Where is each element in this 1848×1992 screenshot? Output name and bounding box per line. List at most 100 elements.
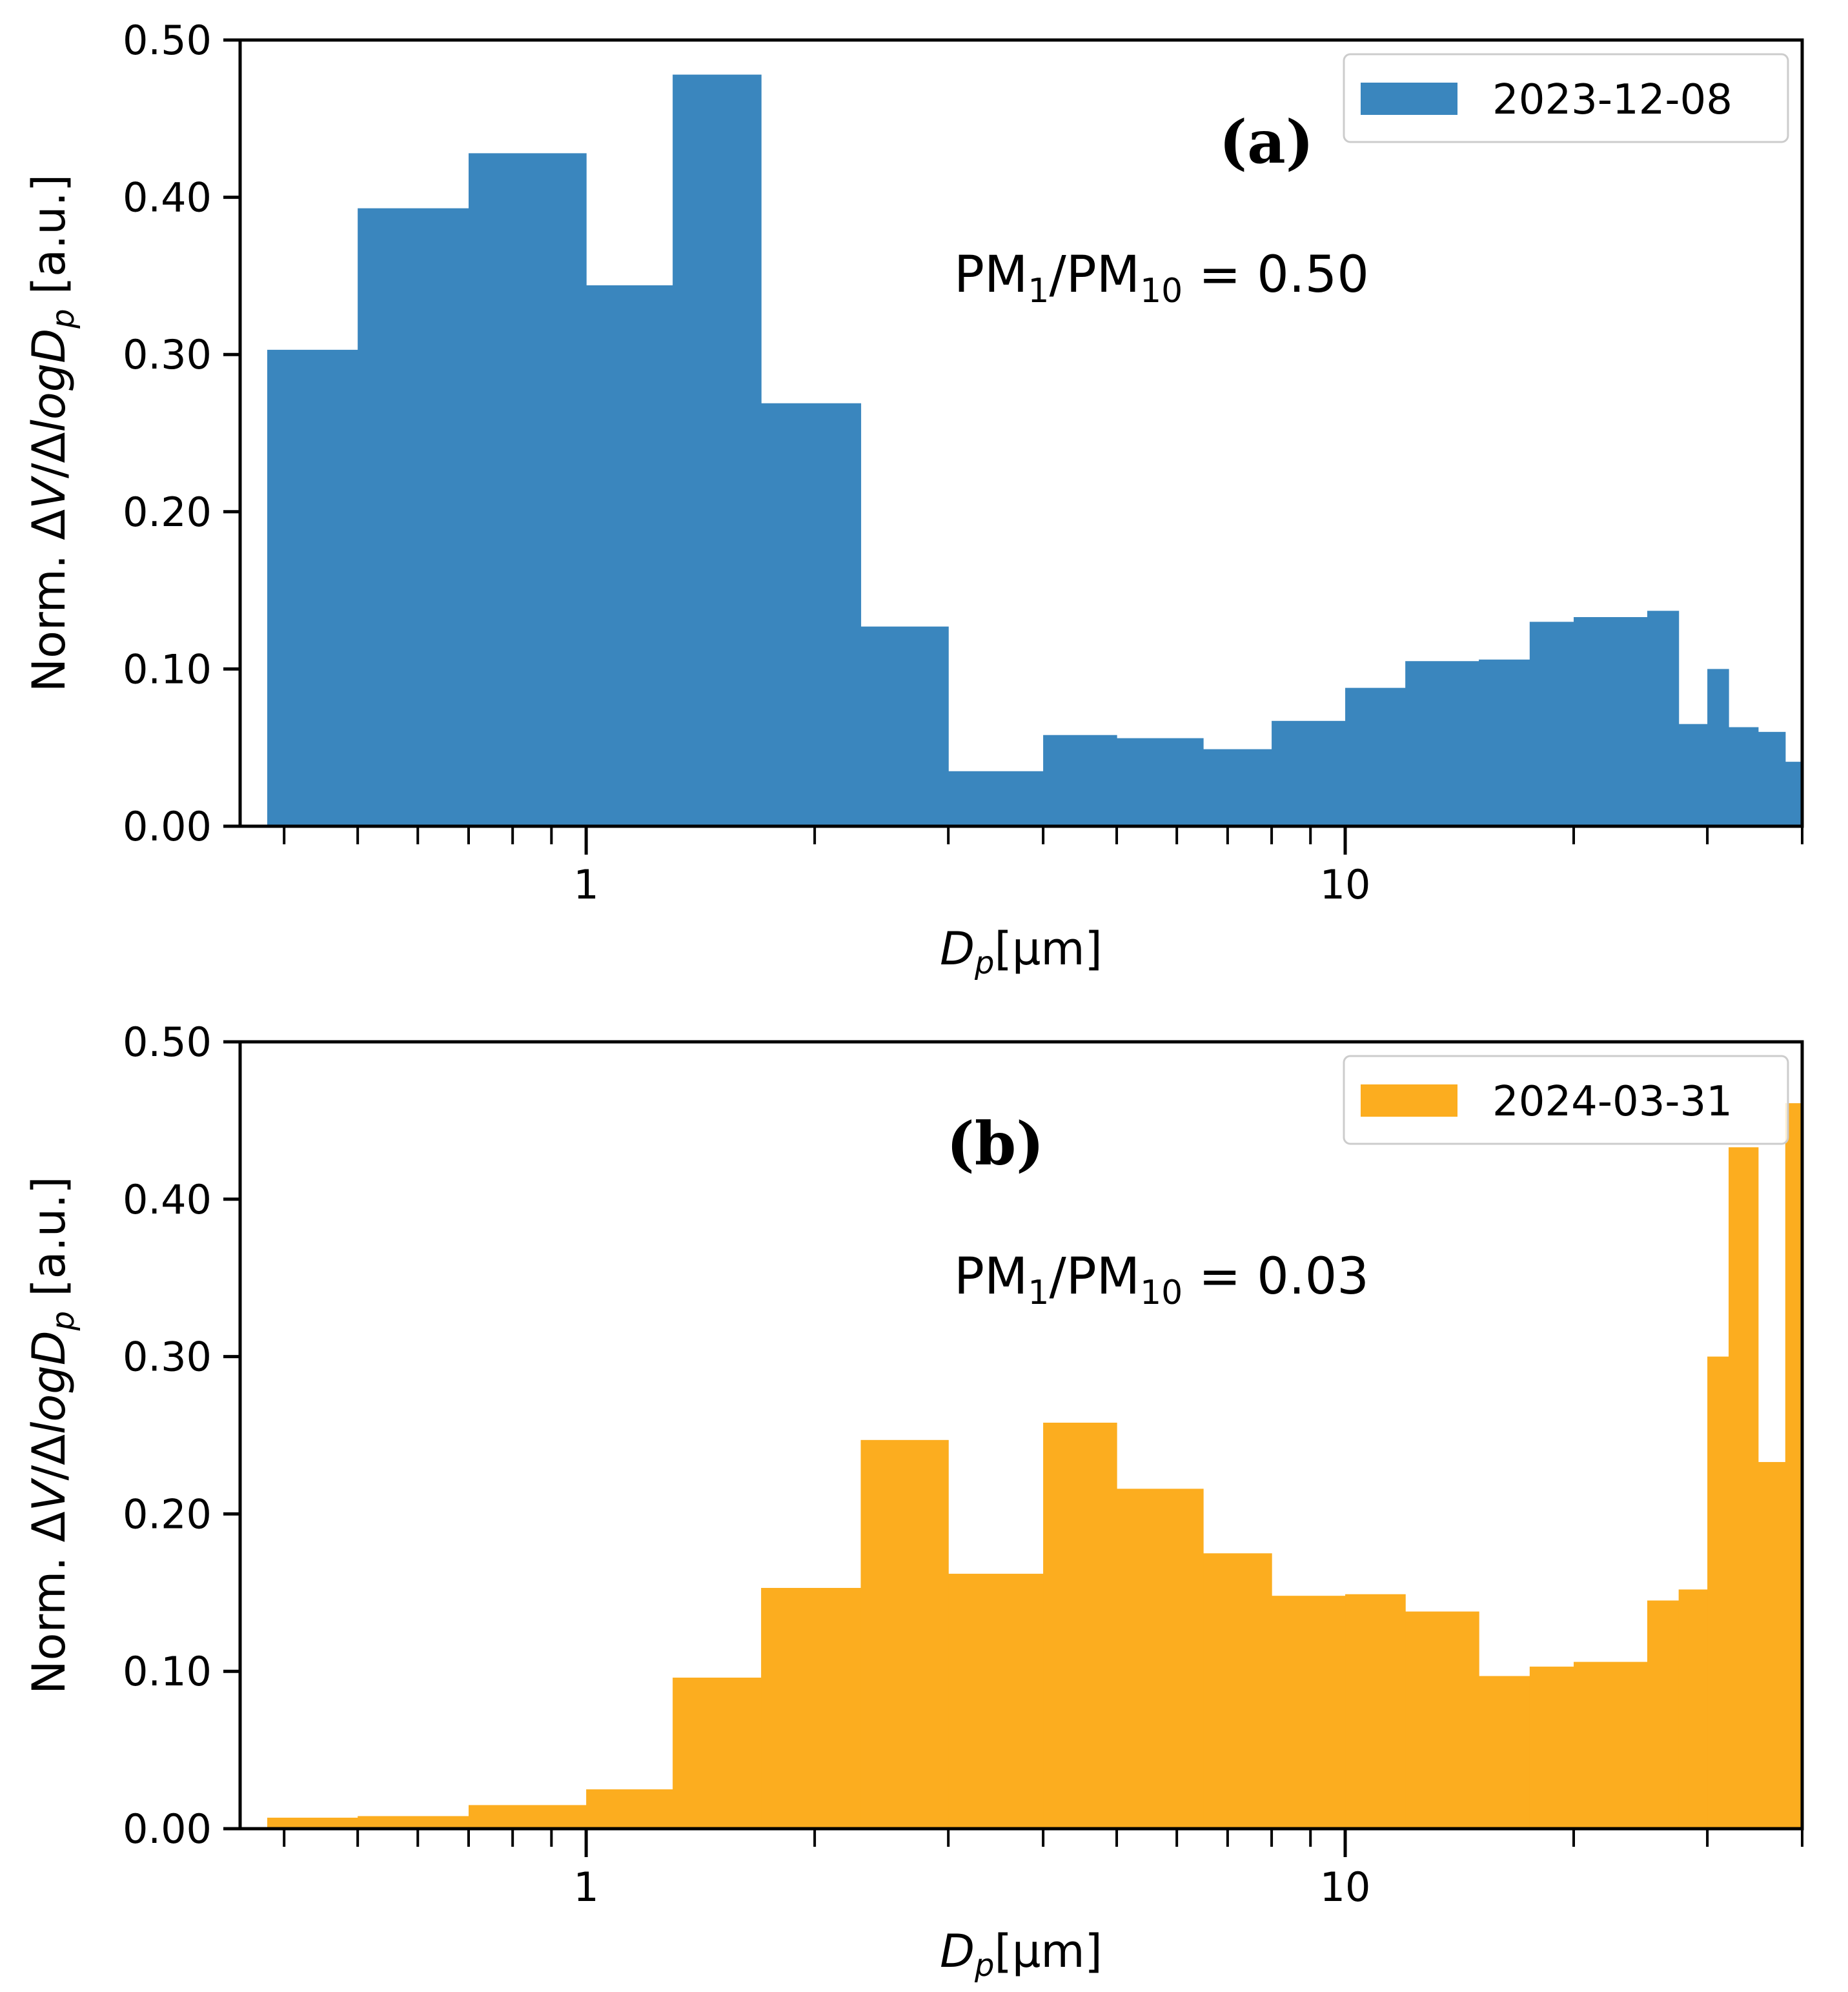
histogram-bar (1758, 731, 1786, 826)
y-axis-title-slash: / (23, 463, 76, 478)
histogram-bar (1647, 611, 1680, 826)
x-axis-title: Dp[μm] (940, 1925, 1102, 1984)
pm-ratio-pm: PM (954, 1248, 1028, 1306)
histogram-bar (1345, 687, 1406, 826)
x-axis-title-d: D (940, 1925, 975, 1978)
y-axis-title-delta: Δ (23, 432, 76, 463)
legend-box (1343, 1055, 1789, 1145)
histogram-bar (1405, 1611, 1479, 1829)
histogram-bar (1785, 1103, 1803, 1829)
y-tick-label: 0.50 (123, 17, 212, 64)
x-tick-label: 10 (1320, 1864, 1371, 1911)
x-axis-title-unit: [μm] (995, 1925, 1102, 1978)
histogram-bar (1043, 1423, 1117, 1829)
pm-ratio-value: = 0.03 (1183, 1248, 1369, 1306)
y-axis-title-delta: Δ (23, 1434, 76, 1465)
y-tick-label: 0.40 (123, 1176, 212, 1223)
histogram-bar (1345, 1594, 1406, 1829)
histogram-bar (1117, 1489, 1204, 1829)
x-tick-label: 10 (1320, 861, 1371, 908)
histogram-bar (1707, 669, 1729, 826)
axes-frame (238, 38, 1804, 828)
y-tick-label: 0.30 (123, 1334, 212, 1381)
y-axis-title-suffix: [a.u.] (23, 1176, 76, 1311)
pm-ratio-sub: 1 (1028, 1274, 1049, 1312)
histogram-bar (948, 771, 1044, 826)
y-tick-label: 0.50 (123, 1019, 212, 1066)
y-tick-label: 0.40 (123, 174, 212, 221)
histogram-bar (586, 285, 673, 826)
histogram-bar (1529, 622, 1574, 826)
y-axis-title-logd: logD (23, 329, 76, 432)
x-tick-label: 1 (573, 861, 598, 908)
histogram-bar (1272, 1596, 1346, 1829)
pm-ratio-slash: /PM (1049, 246, 1140, 304)
pm-ratio-pm: PM (954, 246, 1028, 304)
y-axis-title: Norm. ΔV/ΔlogDp [a.u.] (23, 1176, 81, 1694)
histogram-bar (586, 1789, 673, 1829)
x-axis-title-d: D (940, 922, 975, 975)
histogram-bar (1574, 617, 1648, 826)
y-tick-label: 0.10 (123, 1648, 212, 1695)
x-axis-title-unit: [μm] (995, 922, 1102, 975)
histogram-bar (761, 1587, 862, 1829)
histogram-bar (1729, 727, 1759, 826)
histogram-bar (1117, 738, 1204, 826)
x-axis-title-sub: p (974, 945, 994, 981)
legend-swatch (1361, 1084, 1457, 1117)
histogram-bar (1707, 1356, 1729, 1829)
histogram-bar (673, 1677, 762, 1829)
y-axis-title-logd: logD (23, 1330, 76, 1434)
histogram-bar (948, 1574, 1044, 1829)
histogram-bar (1758, 1461, 1786, 1829)
y-axis-title-sub: p (45, 1311, 81, 1331)
y-axis-title-delta: Δ (23, 509, 76, 540)
histogram-bar (860, 1439, 949, 1829)
histogram-bar (1729, 1147, 1759, 1829)
histogram-bar (1203, 1553, 1272, 1829)
histogram-bar (1479, 659, 1530, 826)
histogram-bar (468, 153, 587, 826)
y-axis-title-v: V (23, 476, 76, 509)
histogram-bars (267, 74, 1803, 827)
x-axis-title: Dp[μm] (940, 922, 1102, 981)
histogram-bar (1678, 724, 1708, 826)
y-axis-title-slash: / (23, 1465, 76, 1481)
histogram-bars (267, 1103, 1803, 1829)
x-axis-title-sub: p (974, 1947, 994, 1984)
y-axis-title-sub: p (45, 309, 81, 329)
y-tick-label: 0.10 (123, 645, 212, 693)
histogram-bar (1785, 762, 1803, 826)
legend: 2024-03-31 (1343, 1055, 1789, 1145)
y-tick-label: 0.00 (123, 803, 212, 850)
pm-ratio-annotation: PM1/PM10 = 0.03 (954, 1248, 1369, 1312)
y-axis-title: Norm. ΔV/ΔlogDp [a.u.] (23, 174, 81, 692)
histogram-bar (1405, 661, 1479, 826)
histogram-bar (1043, 735, 1117, 826)
y-axis-title-suffix: [a.u.] (23, 174, 76, 309)
histogram-bar (358, 208, 469, 826)
y-tick-label: 0.20 (123, 489, 212, 536)
pm-ratio-sub: 10 (1140, 1274, 1183, 1312)
histogram-bar (1272, 720, 1346, 826)
legend-label: 2023-12-08 (1492, 76, 1732, 124)
legend-swatch (1361, 83, 1457, 115)
histogram-bar (267, 349, 358, 826)
legend-box (1343, 53, 1789, 143)
histogram-bar (1479, 1676, 1530, 1829)
legend-label: 2024-03-31 (1492, 1078, 1732, 1126)
panel-label: (a) (1219, 107, 1314, 177)
histogram-bar (1529, 1666, 1574, 1829)
histogram-bar (1647, 1600, 1680, 1829)
pm-ratio-slash: /PM (1049, 1248, 1140, 1306)
pm-ratio-value: = 0.50 (1183, 246, 1369, 304)
y-axis-title-prefix: Norm. (23, 1542, 76, 1694)
histogram-bar (358, 1816, 469, 1829)
y-tick-label: 0.30 (123, 331, 212, 378)
x-tick-label: 1 (573, 1864, 598, 1911)
histogram-bar (673, 74, 762, 827)
pm-ratio-sub: 1 (1028, 272, 1049, 310)
